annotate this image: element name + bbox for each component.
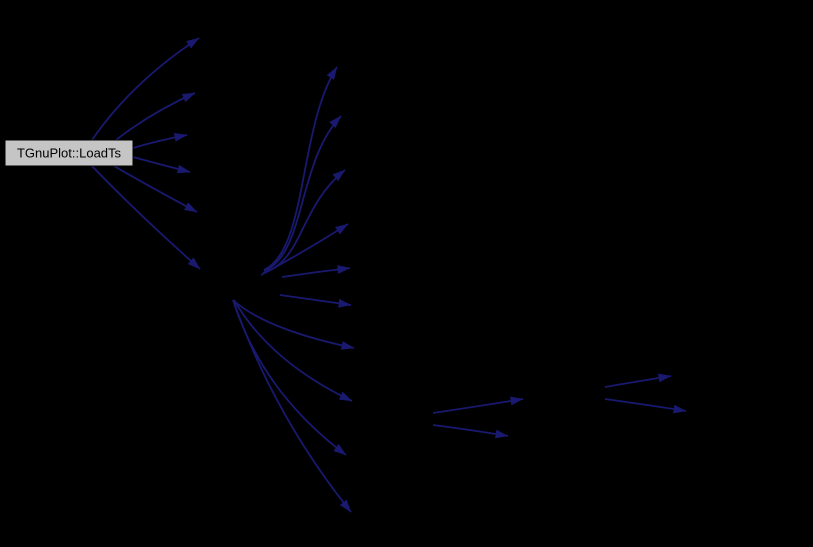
call-edge (263, 66, 338, 271)
call-edge (279, 294, 352, 308)
call-edge (432, 424, 509, 439)
call-edge (91, 37, 200, 141)
node-label: TGnuPlot::LoadTs (17, 146, 122, 161)
call-edge (132, 156, 191, 174)
call-edge (132, 132, 188, 149)
call-edge (233, 300, 355, 350)
call-edge (263, 115, 342, 272)
node-box[interactable] (4, 139, 134, 167)
call-edge (260, 223, 349, 276)
node-tgnuplot-loadts[interactable]: TGnuPlot::LoadTs (4, 139, 134, 167)
call-edge (115, 92, 196, 141)
call-edge (604, 373, 672, 388)
call-edge (262, 169, 346, 274)
call-edge (604, 398, 687, 414)
edge-group (91, 37, 687, 513)
call-edge (281, 265, 351, 278)
call-edge (91, 165, 201, 270)
call-edge (432, 396, 524, 414)
call-edge (233, 299, 353, 402)
call-edge (232, 299, 352, 513)
call-edge (113, 165, 198, 213)
